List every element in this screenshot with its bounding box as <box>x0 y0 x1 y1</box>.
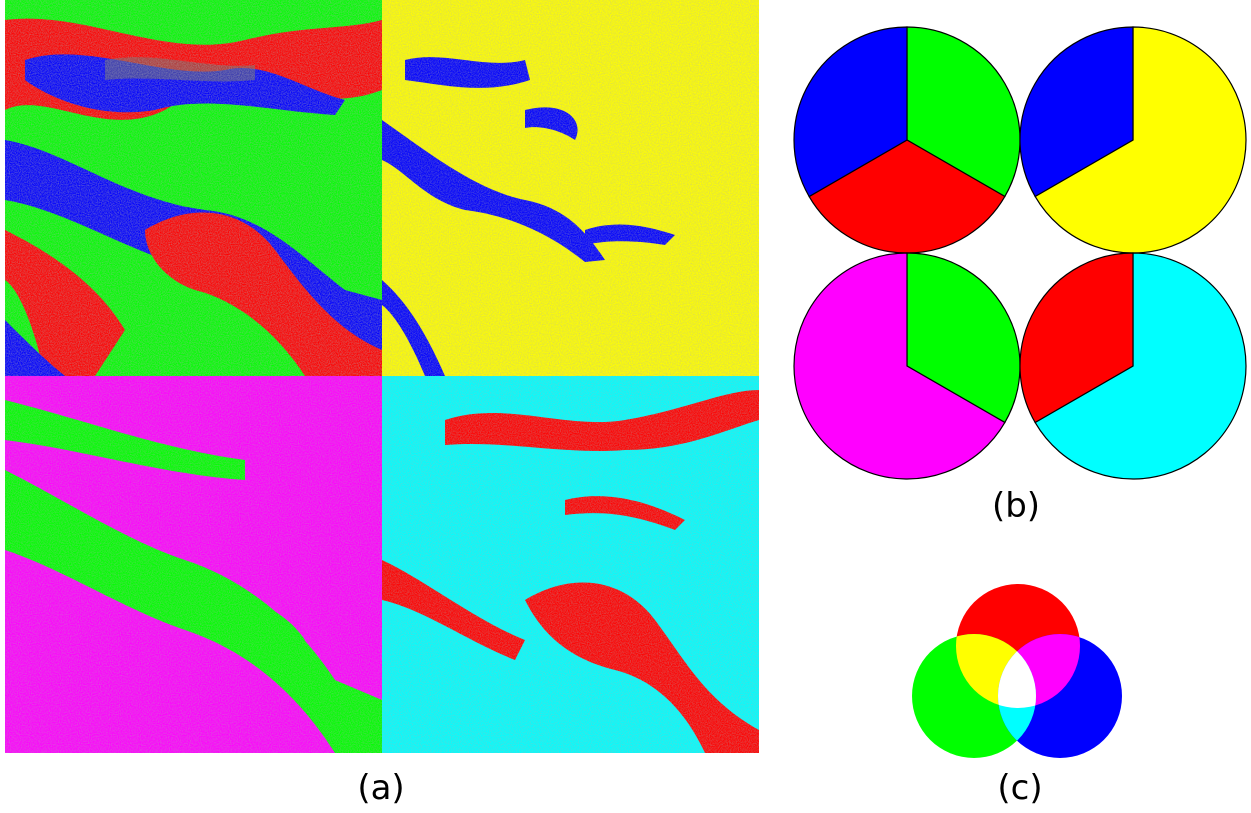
pie-mg <box>793 252 1021 480</box>
basins-image <box>5 0 759 753</box>
pie-yb <box>1019 26 1247 254</box>
rgb-venn-diagram <box>912 584 1122 758</box>
caption-a: (a) <box>357 768 405 808</box>
caption-c: (c) <box>997 768 1043 808</box>
pie-yb-slice-yellow <box>1034 26 1247 254</box>
pies-panel <box>790 22 1250 484</box>
quadrant-bottom-right <box>382 376 759 753</box>
pie-cr-slice-cyan <box>1034 252 1247 480</box>
quadrant-top-right <box>382 0 759 376</box>
pie-rgb-slice-blue <box>793 26 908 198</box>
pies-diagram <box>793 26 1247 480</box>
pie-rgb-slice-green <box>906 26 1021 198</box>
pie-mg-slice-green <box>906 252 1021 424</box>
pie-cr-slice-red <box>1019 252 1134 424</box>
pie-rgb <box>793 26 1021 254</box>
basins-panel <box>5 0 759 753</box>
pie-cr <box>1019 252 1247 480</box>
quadrant-bottom-left <box>5 376 382 753</box>
caption-b: (b) <box>991 486 1041 526</box>
quadrant-top-left <box>5 0 382 376</box>
pie-mg-slice-magenta <box>793 252 1006 480</box>
pie-yb-slice-blue <box>1019 26 1134 198</box>
venn-panel <box>910 584 1126 760</box>
